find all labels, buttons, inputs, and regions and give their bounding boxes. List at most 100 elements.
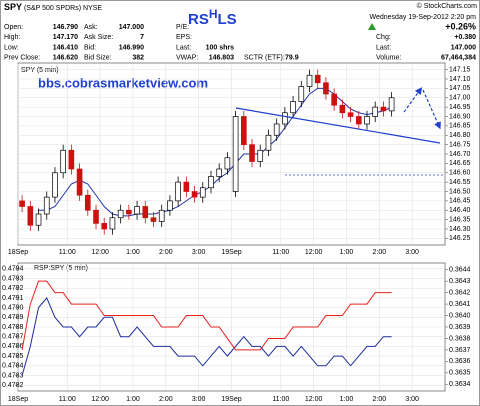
- y-tick-label: 0.4785: [2, 353, 24, 360]
- candle-body: [380, 106, 387, 112]
- y-tick-label: 147.10: [449, 76, 471, 83]
- x-tick-label: 12:00: [91, 249, 109, 256]
- y-tick-label: 0.3643: [449, 278, 471, 285]
- y-tick-label: 0.4792: [2, 285, 24, 292]
- y-tick-label: 0.4788: [2, 324, 24, 331]
- y-tick-label: 146.35: [449, 216, 471, 223]
- candle-body: [167, 200, 173, 211]
- y-tick-label: 0.3642: [449, 289, 471, 296]
- candle-body: [314, 74, 321, 84]
- candle-body: [101, 223, 108, 230]
- series-line: [21, 296, 392, 376]
- y-tick-label: 146.30: [449, 226, 471, 233]
- quote-label: VWAP:: [176, 55, 198, 62]
- candle-body: [257, 149, 264, 162]
- candle-body: [117, 209, 124, 219]
- y-tick-label: 0.4784: [2, 363, 24, 370]
- y-tick-label: 147.00: [449, 95, 471, 102]
- candle-body: [388, 97, 395, 112]
- y-tick-label: 0.4790: [2, 304, 24, 311]
- quote-label: Bid Size:: [84, 55, 112, 62]
- y-tick-label: 146.80: [449, 132, 471, 139]
- x-tick-label: 11:00: [59, 396, 76, 403]
- candle-body: [372, 106, 379, 117]
- candle-body: [19, 200, 25, 207]
- y-tick-label: 0.3634: [449, 381, 471, 388]
- quote-label: Open:: [4, 24, 23, 31]
- x-tick-label: 18Sep: [8, 396, 28, 403]
- y-tick-label: 0.3635: [449, 370, 471, 377]
- y-tick-label: 0.3637: [449, 347, 471, 354]
- x-tick-label: 3:00: [192, 396, 206, 403]
- quote-label: Ask:: [84, 24, 98, 31]
- candle-body: [191, 191, 198, 198]
- x-tick-label: 12:00: [305, 249, 323, 256]
- quote-label: EPS:: [176, 34, 192, 41]
- quote-value: +0.380: [454, 34, 476, 41]
- candle-body: [134, 206, 140, 215]
- quote-label: High:: [4, 34, 20, 41]
- quote-label: Bid:: [84, 44, 96, 51]
- x-tick-label: 2:00: [159, 249, 173, 256]
- candle-body: [158, 209, 165, 222]
- candle-body: [175, 181, 181, 202]
- candle-body: [290, 101, 296, 114]
- x-tick-label: 12:00: [91, 396, 109, 403]
- candle-body: [298, 86, 305, 102]
- quote-value: 67,464,384: [441, 55, 476, 62]
- x-tick-label: 3:00: [192, 249, 206, 256]
- x-tick-label: 3:00: [405, 396, 419, 403]
- y-tick-label: 0.3638: [449, 335, 471, 342]
- candle-body: [52, 172, 58, 198]
- candle-body: [273, 123, 280, 136]
- price-title: SPY (5 min): [21, 67, 59, 74]
- quote-value: 147.000: [451, 44, 476, 51]
- x-tick-label: 1:00: [340, 396, 354, 403]
- candle-body: [331, 93, 337, 106]
- candle-body: [249, 144, 255, 162]
- candle-body: [241, 116, 247, 145]
- datetime: Wednesday 19-Sep-2012 2:20 pm: [370, 14, 477, 21]
- y-tick-label: 146.40: [449, 207, 471, 214]
- quote-label: P/E:: [176, 24, 189, 31]
- quote-label: Chg:: [376, 34, 391, 41]
- x-tick-label: 2:00: [372, 396, 386, 403]
- series-line: [38, 87, 392, 217]
- candle-body: [93, 209, 99, 224]
- x-tick-label: 19Sep: [221, 396, 241, 403]
- quote-value: 146.990: [119, 44, 144, 51]
- y-tick-label: 146.75: [449, 141, 471, 148]
- y-tick-label: 147.05: [449, 85, 471, 92]
- y-tick-label: 146.85: [449, 123, 471, 130]
- y-tick-label: 146.45: [449, 198, 471, 205]
- quote-label: Prev Close:: [4, 55, 40, 62]
- quote-value: 146.803: [209, 55, 234, 62]
- quote-value: 147.000: [119, 24, 144, 31]
- candle-body: [126, 209, 132, 215]
- candle-body: [339, 104, 346, 114]
- projection-arrow: [422, 89, 441, 130]
- y-tick-label: 0.4791: [2, 295, 24, 302]
- quote-value: 7: [140, 34, 144, 41]
- quote-value: 100 shrs: [206, 44, 235, 51]
- candle-body: [43, 196, 50, 215]
- candle-body: [199, 187, 206, 198]
- y-tick-label: 0.4787: [2, 334, 24, 341]
- quote-value: 382: [132, 55, 144, 62]
- candle-body: [323, 82, 329, 95]
- x-tick-label: 19Sep: [221, 249, 241, 256]
- y-tick-label: 0.4783: [2, 372, 24, 379]
- y-tick-label: 146.65: [449, 160, 471, 167]
- y-tick-label: 0.4793: [2, 275, 24, 282]
- y-tick-label: 0.3639: [449, 324, 471, 331]
- projection-arrow: [403, 87, 423, 113]
- candle-body: [150, 217, 157, 222]
- y-tick-label: 0.4789: [2, 314, 24, 321]
- y-tick-label: 0.3636: [449, 358, 471, 365]
- quote-label: Low:: [4, 44, 19, 51]
- y-tick-label: 0.3640: [449, 312, 471, 319]
- x-tick-label: 18Sep: [8, 249, 28, 256]
- candle-body: [282, 112, 288, 125]
- candle-body: [76, 168, 83, 196]
